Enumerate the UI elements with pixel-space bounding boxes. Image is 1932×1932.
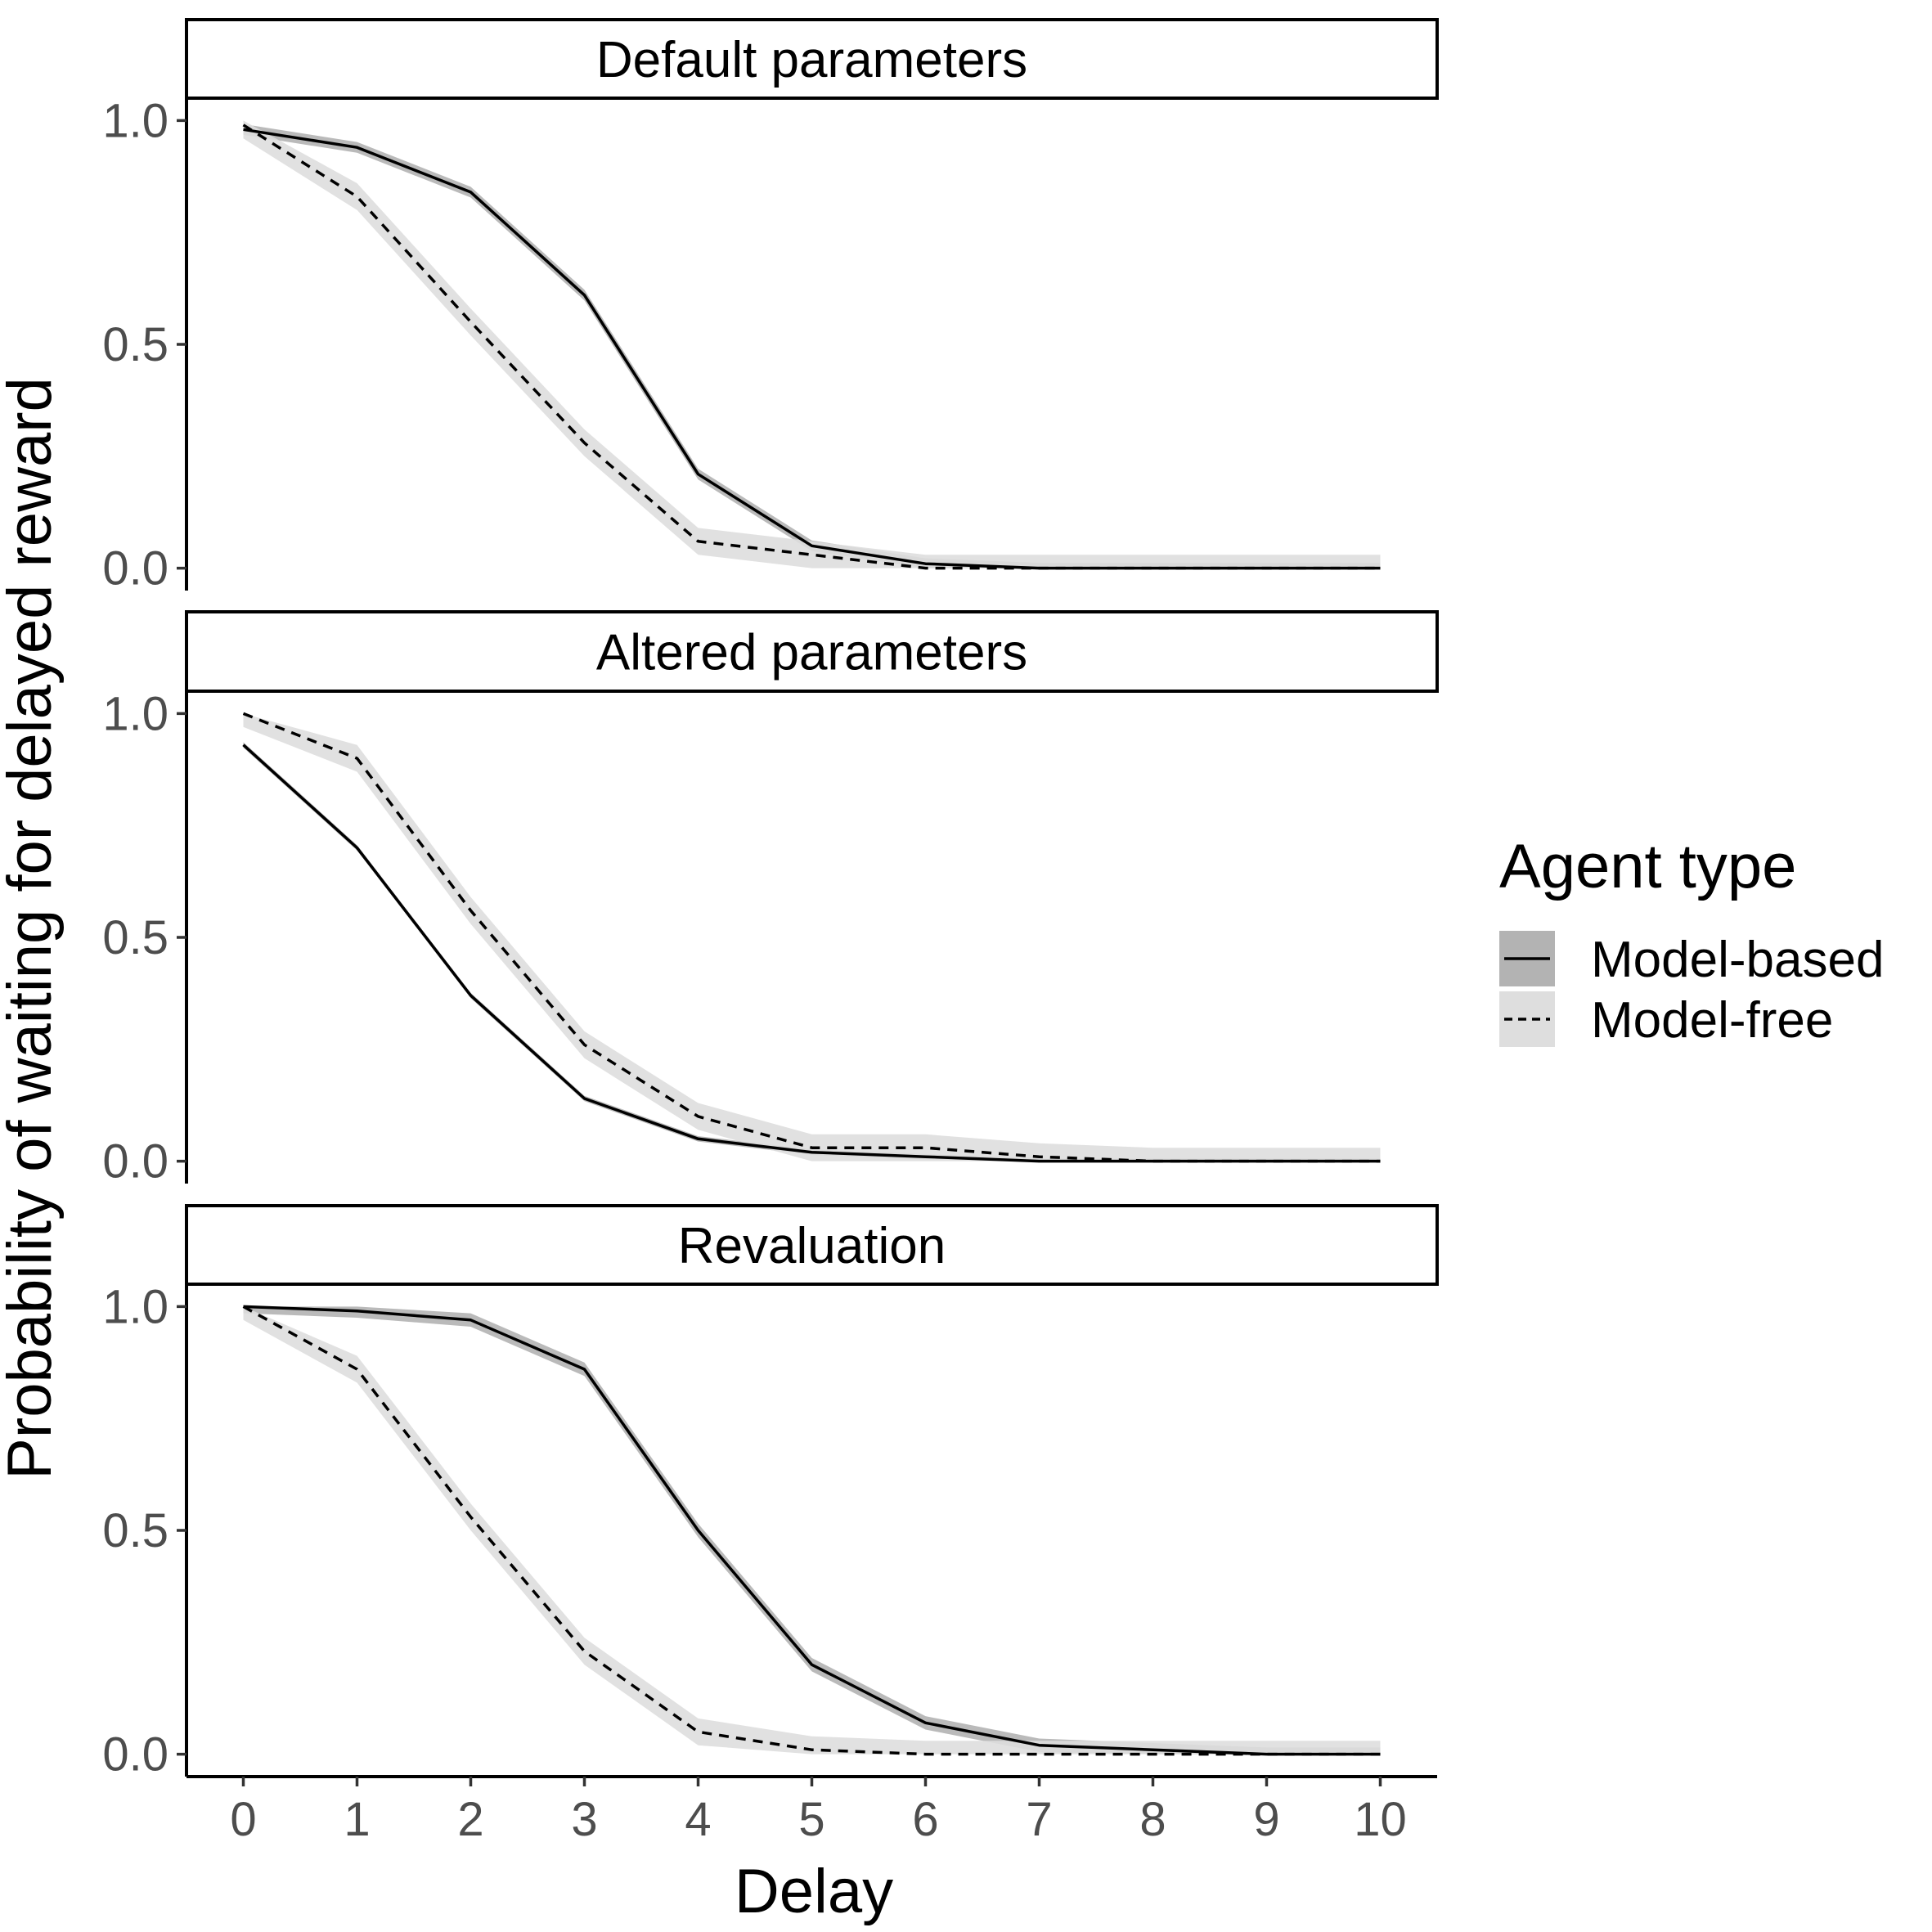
ribbon-model-based: [243, 124, 1381, 568]
x-axis: 0 1 2 3 4 5 6 7 8 9 10: [186, 1775, 1437, 1846]
x-tick-label: 10: [1354, 1793, 1407, 1846]
legend-item-model-based: Model-based: [1499, 931, 1884, 988]
legend-title: Agent type: [1499, 832, 1796, 901]
panel-2: Altered parameters 0.0 0.5 1.0: [102, 610, 1439, 1188]
legend-item-model-free: Model-free: [1499, 991, 1833, 1049]
panel-strip: [185, 1204, 1439, 1286]
x-tick-label: 5: [798, 1793, 824, 1846]
ribbon-model-based: [243, 1306, 1381, 1755]
panel-strip: [185, 18, 1439, 100]
x-tick-label: 7: [1026, 1793, 1052, 1846]
y-tick-label: 0.0: [102, 1728, 168, 1781]
panel-title: Default parameters: [596, 32, 1027, 88]
y-tick-label: 0.5: [102, 318, 168, 371]
legend-label: Model-free: [1591, 992, 1833, 1049]
ribbon-model-based: [243, 742, 1381, 1161]
series-line-model-free: [242, 712, 1381, 1163]
series-line-model-free: [242, 124, 1381, 570]
panel-title: Altered parameters: [596, 625, 1027, 681]
series-line-model-based: [242, 744, 1381, 1163]
x-tick-label: 1: [344, 1793, 370, 1846]
series-line-model-based: [243, 1305, 1381, 1756]
series-line-model-based: [243, 128, 1381, 570]
ribbon-model-free: [243, 713, 1381, 1161]
legend-label: Model-based: [1591, 932, 1884, 988]
series-line-model-free: [242, 1305, 1381, 1756]
ribbon-model-free: [243, 120, 1381, 568]
x-tick-label: 2: [457, 1793, 483, 1846]
panel-1: Default parameters 0.0 0.5 1.0: [102, 18, 1439, 595]
x-tick-label: 8: [1139, 1793, 1166, 1846]
y-axis-title: Probability of waiting for delayed rewar…: [0, 377, 65, 1480]
y-tick-label: 0.5: [102, 911, 168, 964]
panel-strip: [185, 610, 1439, 693]
x-tick-label: 9: [1253, 1793, 1279, 1846]
x-axis-title: Delay: [735, 1857, 893, 1926]
panel-3: Revaluation 0.0 0.5 1.0: [102, 1204, 1439, 1781]
y-tick-label: 1.0: [102, 687, 168, 740]
x-tick-label: 3: [571, 1793, 597, 1846]
x-tick-label: 4: [685, 1793, 711, 1846]
x-tick-label: 6: [912, 1793, 938, 1846]
x-tick-label: 0: [230, 1793, 256, 1846]
y-tick-label: 0.0: [102, 542, 168, 595]
y-tick-label: 0.5: [102, 1504, 168, 1557]
y-tick-label: 1.0: [102, 1280, 168, 1333]
y-tick-label: 0.0: [102, 1135, 168, 1188]
y-tick-label: 1.0: [102, 94, 168, 147]
ribbon-model-free: [243, 1306, 1381, 1755]
panel-title: Revaluation: [678, 1218, 946, 1274]
